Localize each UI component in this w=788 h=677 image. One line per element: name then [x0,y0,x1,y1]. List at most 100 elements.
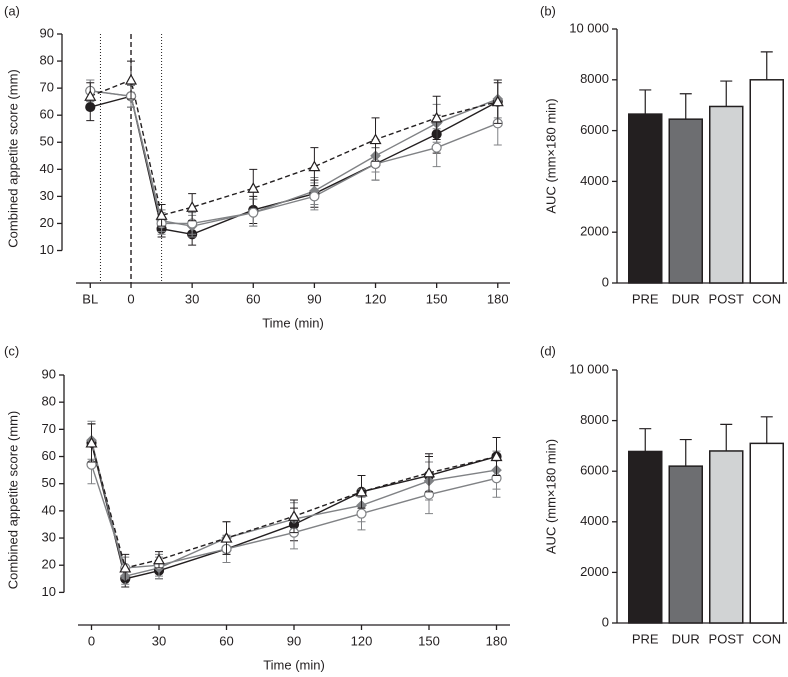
marker [355,485,368,497]
error-bar [720,80,733,107]
panel-label: (b) [540,3,556,18]
x-tick-label: 0 [127,291,134,306]
series-line [90,79,498,217]
y-tick-label: 0 [602,274,609,289]
y-tick-label: 60 [42,448,56,463]
y-tick-label: 80 [40,53,54,68]
y-tick-label: 8000 [580,412,609,427]
y-tick-label: 2000 [580,224,609,239]
marker [356,508,367,519]
marker [309,191,320,202]
marker [431,142,442,153]
y-tick-label: 50 [40,134,54,149]
x-tick-label: 90 [307,291,321,306]
bar [628,113,663,284]
y-tick-label: 10 000 [569,20,609,35]
error-bar [679,438,692,467]
marker [308,160,321,172]
y-tick-label: 30 [42,529,56,544]
x-tick-label: BL [82,291,98,306]
x-tick-label: 60 [219,633,233,648]
series-line [90,464,497,569]
x-tick-label: 150 [426,291,448,306]
error-bar [639,428,652,452]
x-tick-label: POST [709,291,744,306]
y-axis-label: AUC (mm×180 min) [543,98,558,213]
error-bar [679,93,692,120]
y-tick-label: 90 [40,25,54,40]
y-tick-label: 10 000 [569,361,609,376]
series-line [90,440,497,577]
panel-label: (a) [4,3,20,18]
y-tick-label: 4000 [580,513,609,528]
y-tick-label: 70 [40,80,54,95]
series-line [90,442,497,580]
x-tick-label: POST [709,631,744,646]
marker [186,200,199,212]
y-tick-label: 6000 [580,463,609,478]
error-bar [720,423,733,451]
x-tick-label: PRE [632,291,659,306]
y-tick-label: 60 [40,107,54,122]
bar [749,442,784,624]
x-tick-label: 60 [246,291,260,306]
x-tick-label: 30 [152,633,166,648]
x-axis-label: Time (min) [262,315,324,330]
panel-label: (d) [540,343,556,358]
error-bar [760,416,773,444]
x-tick-label: CON [752,631,781,646]
y-tick-label: 2000 [580,564,609,579]
series-line [90,442,497,569]
marker [490,450,503,462]
y-axis-label: Combined appetite score (mm) [5,69,20,247]
y-tick-label: 10 [42,584,56,599]
y-tick-label: 0 [602,614,609,629]
y-tick-label: 20 [40,215,54,230]
y-tick-label: 4000 [580,173,609,188]
x-tick-label: 180 [486,633,508,648]
y-axis-label: Combined appetite score (mm) [5,411,20,589]
bar [709,105,744,284]
bar [709,450,744,624]
x-tick-label: 120 [365,291,387,306]
marker [247,182,260,193]
x-tick-label: 90 [287,633,301,648]
x-tick-label: 180 [487,291,509,306]
y-axis-label: AUC (mm×180 min) [543,439,558,554]
marker [84,90,97,101]
marker [119,561,132,573]
marker [152,553,166,565]
x-tick-label: 0 [88,633,95,648]
marker [491,95,504,107]
x-tick-label: 150 [418,633,440,648]
x-tick-label: PRE [632,631,659,646]
marker [220,531,233,543]
y-tick-label: 10 [40,242,54,257]
y-tick-label: 80 [42,394,56,409]
marker [430,111,443,123]
marker [155,209,168,220]
panel-label: (c) [4,343,19,358]
y-tick-label: 8000 [580,71,609,86]
error-bar [760,51,773,80]
y-tick-label: 30 [40,188,54,203]
x-tick-label: 120 [351,633,373,648]
y-tick-label: 20 [42,557,56,572]
marker [287,510,301,521]
marker [85,436,98,448]
error-bar [639,89,652,115]
marker [369,133,382,145]
x-axis-label: Time (min) [263,657,325,672]
y-tick-label: 50 [42,475,56,490]
marker [124,73,138,85]
marker [248,207,259,218]
y-tick-label: 70 [42,421,56,436]
x-tick-label: DUR [672,631,700,646]
y-tick-label: 40 [42,502,56,517]
bar [668,465,703,624]
y-tick-label: 6000 [580,122,609,137]
y-tick-label: 40 [40,161,54,176]
x-tick-label: DUR [672,291,700,306]
bar [668,118,703,284]
